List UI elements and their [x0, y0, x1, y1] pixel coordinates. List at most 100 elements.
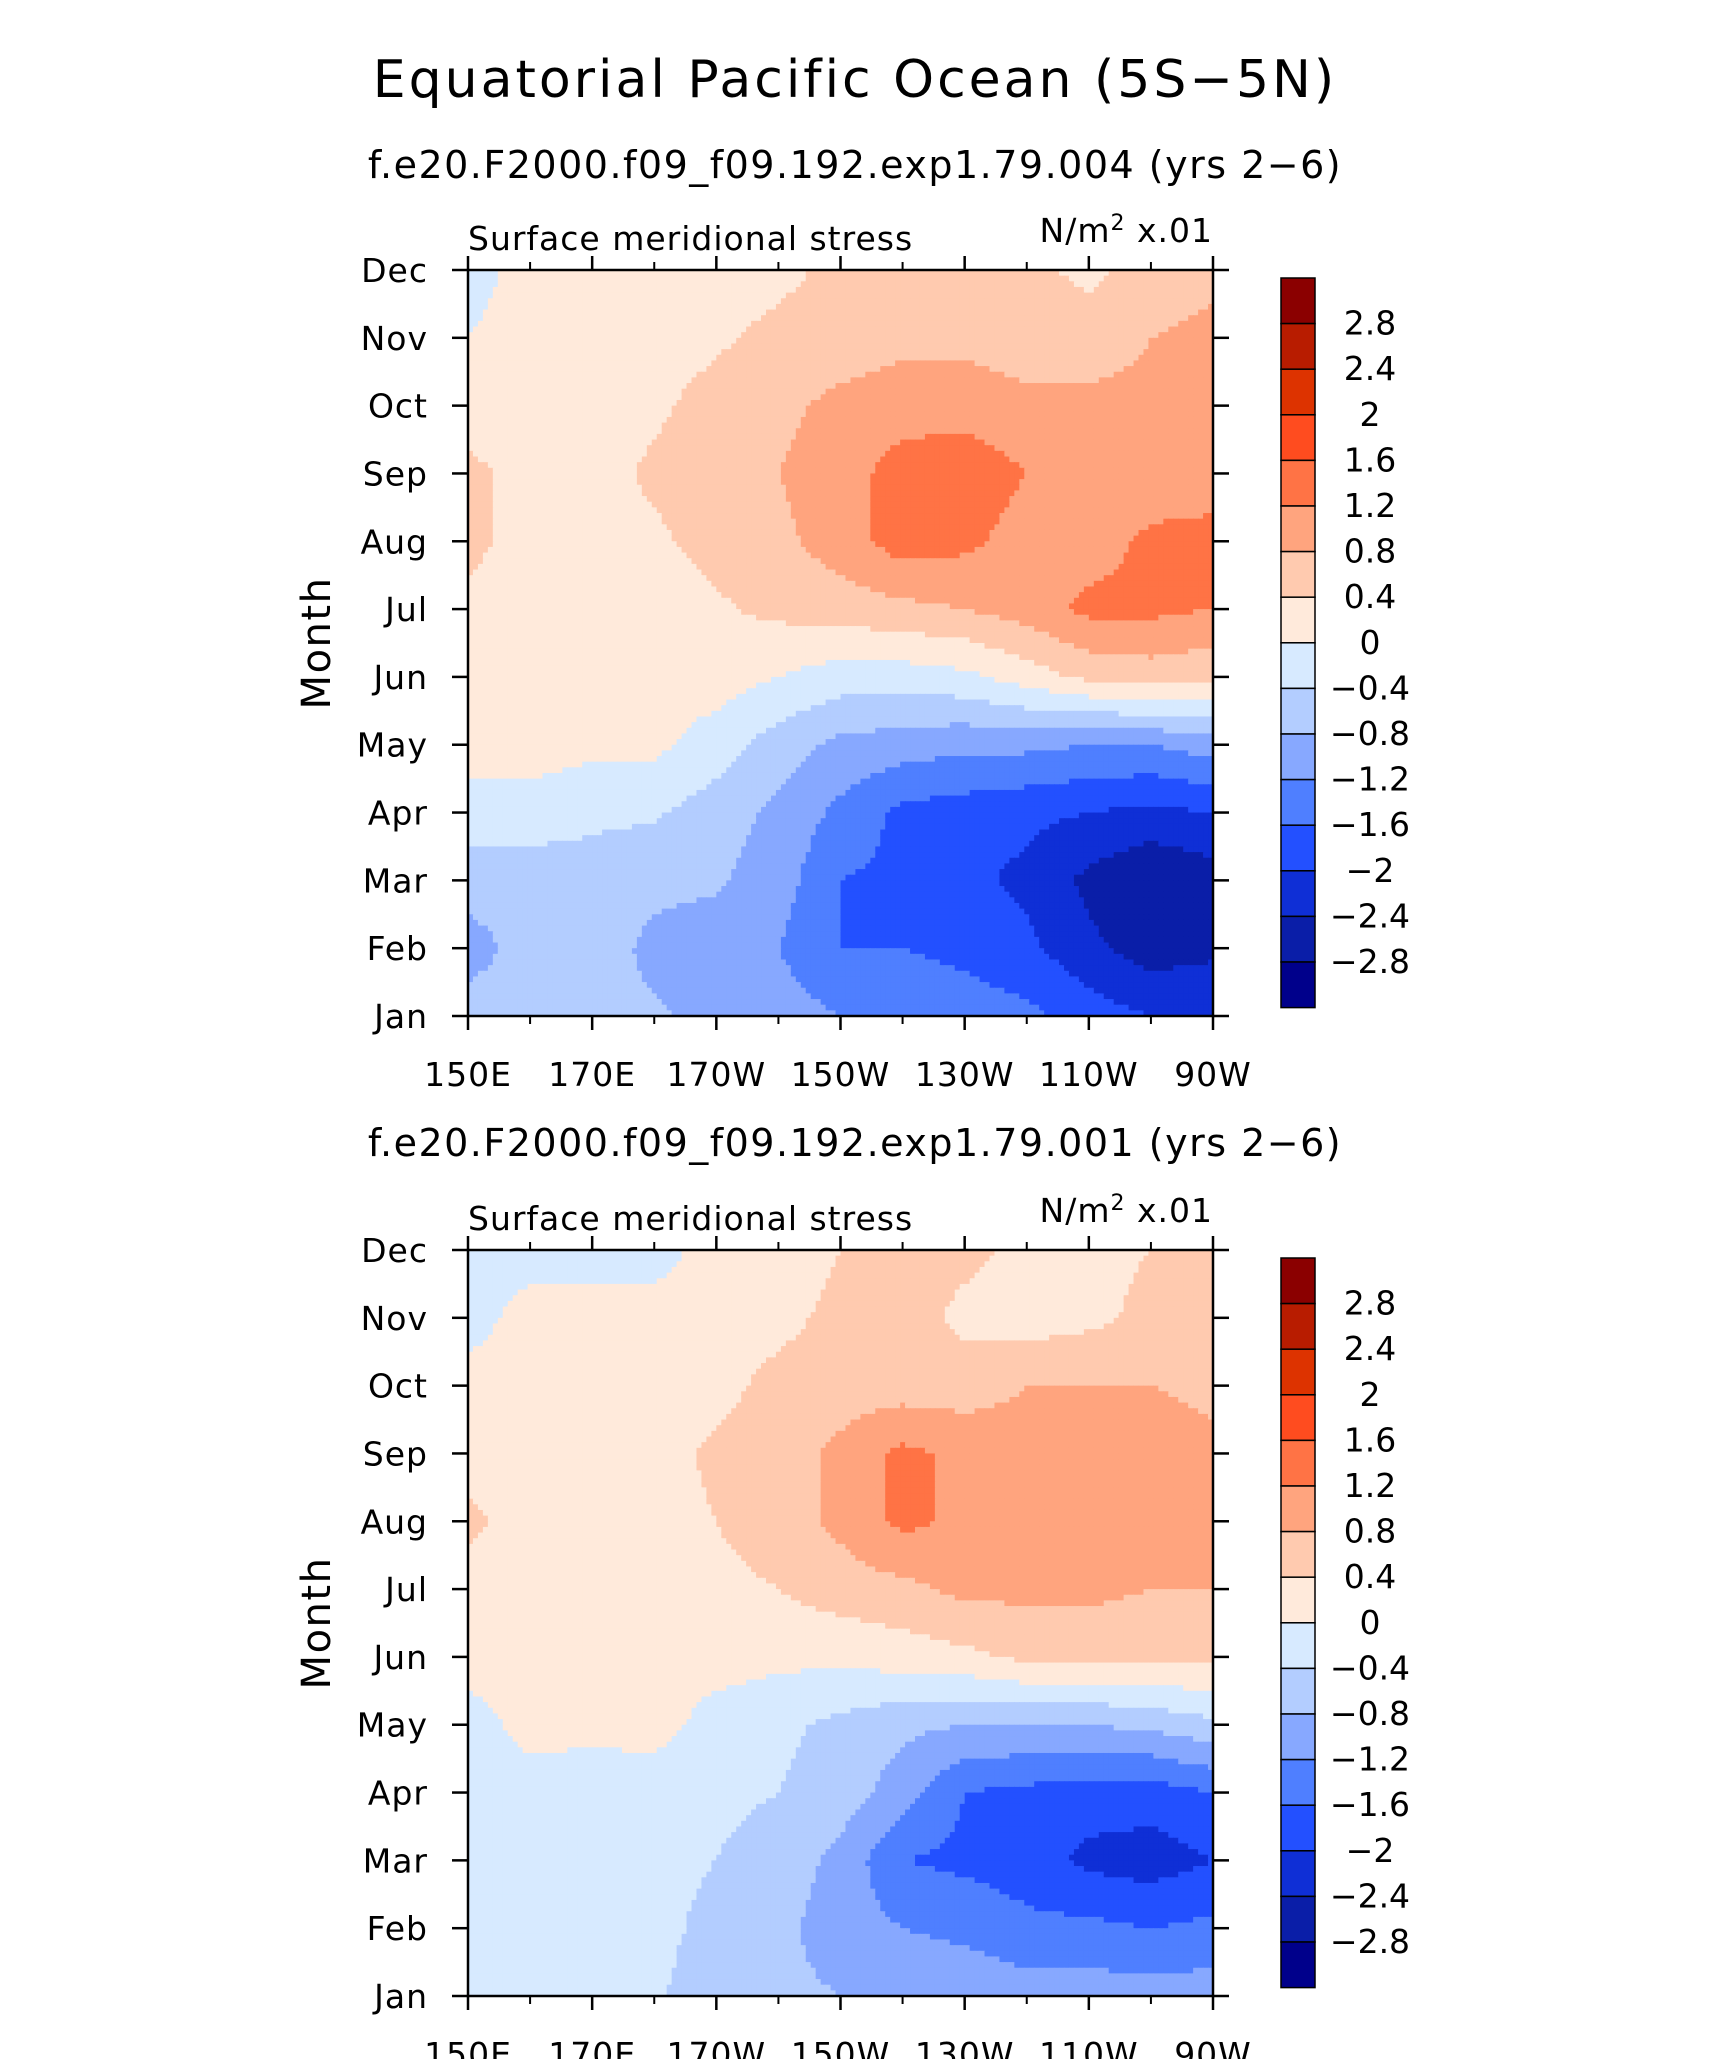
heatmap-cell	[1073, 298, 1080, 305]
heatmap-cell	[1198, 292, 1204, 299]
heatmap-cell	[880, 354, 886, 362]
heatmap-cell	[905, 298, 911, 305]
heatmap-cell	[636, 450, 643, 458]
heatmap-cell	[1183, 349, 1189, 356]
heatmap-cell	[681, 394, 688, 401]
heatmap-cell	[994, 371, 1001, 378]
heatmap-cell	[1014, 286, 1020, 294]
heatmap-cell	[1193, 450, 1199, 458]
heatmap-cell	[1178, 416, 1184, 424]
heatmap-cell	[1118, 286, 1125, 294]
heatmap-cell	[597, 456, 603, 463]
heatmap-cell	[686, 416, 693, 424]
heatmap-cell	[1024, 416, 1030, 424]
heatmap-cell	[1158, 315, 1164, 322]
heatmap-cell	[785, 292, 792, 299]
heatmap-cell	[934, 366, 941, 373]
heatmap-cell	[850, 388, 856, 395]
heatmap-cell	[1078, 275, 1085, 282]
heatmap-cell	[557, 315, 563, 322]
heatmap-cell	[1173, 337, 1179, 345]
heatmap-cell	[989, 405, 996, 412]
heatmap-cell	[517, 371, 524, 378]
heatmap-cell	[984, 428, 991, 435]
heatmap-cell	[557, 428, 563, 435]
heatmap-cell	[1203, 394, 1209, 401]
heatmap-cell	[1054, 383, 1060, 390]
heatmap-cell	[497, 394, 504, 401]
heatmap-cell	[751, 394, 757, 401]
heatmap-cell	[1034, 445, 1040, 452]
heatmap-cell	[1168, 428, 1174, 435]
heatmap-cell	[1083, 377, 1090, 384]
heatmap-cell	[621, 270, 628, 277]
heatmap-cell	[612, 360, 618, 367]
heatmap-cell	[1014, 416, 1020, 424]
heatmap-cell	[761, 337, 767, 345]
heatmap-cell	[572, 292, 578, 299]
heatmap-cell	[1014, 320, 1020, 328]
heatmap-cell	[641, 326, 648, 333]
heatmap-cell	[785, 343, 792, 350]
heatmap-cell	[964, 405, 971, 412]
heatmap-cell	[1024, 320, 1030, 328]
heatmap-cell	[905, 343, 911, 350]
heatmap-cell	[547, 439, 554, 446]
heatmap-cell	[676, 298, 683, 305]
heatmap-cell	[617, 275, 623, 282]
heatmap-cell	[726, 320, 732, 328]
heatmap-cell	[989, 445, 996, 452]
heatmap-cell	[1073, 383, 1080, 390]
heatmap-cell	[949, 366, 956, 373]
heatmap-cell	[1168, 450, 1174, 458]
heatmap-cell	[1059, 326, 1065, 333]
heatmap-cell	[517, 377, 524, 384]
heatmap-cell	[885, 303, 891, 311]
heatmap-cell	[671, 422, 678, 429]
heatmap-cell	[845, 366, 852, 373]
heatmap-cell	[721, 360, 727, 367]
heatmap-cell	[691, 354, 698, 362]
heatmap-cell	[626, 286, 633, 294]
heatmap-cell	[691, 343, 698, 350]
heatmap-cell	[860, 315, 866, 322]
heatmap-cell	[850, 315, 856, 322]
heatmap-cell	[795, 399, 802, 407]
heatmap-cell	[954, 439, 961, 446]
heatmap-cell	[1009, 281, 1015, 288]
heatmap-cell	[915, 275, 921, 282]
heatmap-cell	[512, 439, 519, 446]
heatmap-cell	[989, 349, 996, 356]
heatmap-cell	[751, 286, 757, 294]
heatmap-cell	[969, 450, 976, 458]
heatmap-cell	[691, 275, 698, 282]
heatmap-cell	[592, 399, 598, 407]
heatmap-cell	[785, 315, 792, 322]
heatmap-cell	[860, 394, 866, 401]
heatmap-cell	[711, 354, 717, 362]
heatmap-cell	[741, 428, 747, 435]
heatmap-cell	[562, 394, 568, 401]
heatmap-cell	[895, 320, 901, 328]
heatmap-cell	[905, 326, 911, 333]
heatmap-cell	[1054, 343, 1060, 350]
heatmap-cell	[721, 405, 727, 412]
heatmap-cell	[1073, 286, 1080, 294]
heatmap-cell	[1014, 332, 1020, 339]
heatmap-cell	[1203, 371, 1209, 378]
heatmap-cell	[1049, 298, 1055, 305]
heatmap-cell	[572, 411, 578, 418]
heatmap-cell	[766, 320, 772, 328]
heatmap-cell	[850, 422, 856, 429]
heatmap-cell	[547, 399, 554, 407]
heatmap-cell	[487, 366, 494, 373]
heatmap-cell	[1193, 433, 1199, 441]
heatmap-cell	[651, 270, 658, 277]
heatmap-cell	[1153, 303, 1159, 311]
heatmap-cell	[492, 292, 499, 299]
heatmap-cell	[1203, 315, 1209, 322]
heatmap-cell	[701, 343, 707, 350]
heatmap-cell	[517, 303, 524, 311]
heatmap-cell	[1143, 303, 1150, 311]
heatmap-cell	[795, 388, 802, 395]
